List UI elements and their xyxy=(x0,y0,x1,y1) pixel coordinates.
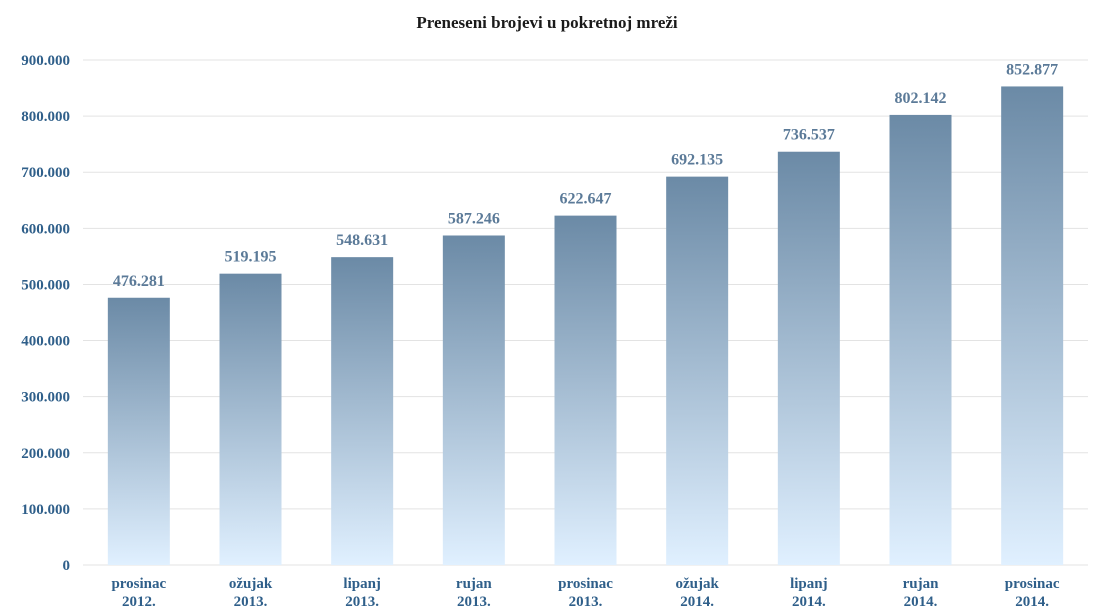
x-tick-label: prosinac xyxy=(1005,576,1060,592)
y-tick-label: 700.000 xyxy=(21,165,70,181)
y-tick-label: 600.000 xyxy=(21,221,70,237)
x-tick-label: prosinac xyxy=(111,576,166,592)
y-tick-label: 200.000 xyxy=(21,446,70,462)
bar xyxy=(777,151,840,566)
bar xyxy=(1001,86,1064,566)
y-tick-label: 100.000 xyxy=(21,502,70,518)
x-tick-label: 2013. xyxy=(457,594,491,610)
x-tick-label: prosinac xyxy=(558,576,613,592)
data-label: 548.631 xyxy=(336,232,388,249)
data-label: 587.246 xyxy=(448,210,500,227)
y-tick-label: 300.000 xyxy=(21,390,70,406)
y-tick-label: 900.000 xyxy=(21,53,70,69)
bars xyxy=(107,86,1064,566)
x-tick-label: 2013. xyxy=(569,594,603,610)
x-tick-label: 2014. xyxy=(1015,594,1049,610)
bar xyxy=(107,297,170,565)
x-tick-label: 2013. xyxy=(234,594,268,610)
y-tick-label: 0 xyxy=(63,558,71,574)
data-labels: 476.281 519.195 548.631 587.246 622.647 692.1… xyxy=(113,61,1058,289)
y-tick-label: 500.000 xyxy=(21,277,70,293)
bar xyxy=(666,176,729,565)
data-label: 622.647 xyxy=(560,191,612,208)
data-label: 852.877 xyxy=(1006,61,1058,78)
bar xyxy=(219,273,282,565)
x-tick-label: rujan xyxy=(456,576,492,592)
data-label: 476.281 xyxy=(113,273,165,290)
x-tick-label: 2014. xyxy=(904,594,938,610)
bar xyxy=(442,235,505,565)
y-tick-label: 800.000 xyxy=(21,109,70,125)
data-label: 736.537 xyxy=(783,127,835,144)
data-label: 802.142 xyxy=(895,90,947,107)
y-axis-ticks: 0 100.000 200.000 300.000 400.000 500.000 600.… xyxy=(21,53,70,574)
data-label: 519.195 xyxy=(225,249,277,266)
x-tick-label: 2014. xyxy=(792,594,826,610)
x-tick-label: ožujak xyxy=(229,576,273,592)
x-axis-ticks: prosinac 2012. ožujak 2013. lipanj 2013. rujan… xyxy=(111,576,1059,610)
bar xyxy=(331,257,394,565)
x-tick-label: 2013. xyxy=(345,594,379,610)
x-tick-label: 2012. xyxy=(122,594,156,610)
data-label: 692.135 xyxy=(671,152,723,169)
bar xyxy=(889,114,952,565)
x-tick-label: ožujak xyxy=(675,576,719,592)
chart-title: Preneseni brojevi u pokretnoj mreži xyxy=(416,13,678,32)
bar xyxy=(554,215,617,565)
x-tick-label: 2014. xyxy=(680,594,714,610)
y-tick-label: 400.000 xyxy=(21,334,70,350)
x-tick-label: rujan xyxy=(903,576,939,592)
x-tick-label: lipanj xyxy=(343,576,381,592)
x-tick-label: lipanj xyxy=(790,576,828,592)
